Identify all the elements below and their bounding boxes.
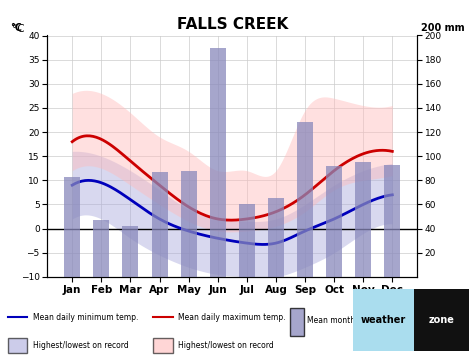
Text: weather: weather (361, 315, 406, 326)
Bar (353, 289, 413, 351)
Bar (384, 165, 401, 277)
Text: Mean monthly rainfall: Mean monthly rainfall (307, 316, 392, 325)
Bar (268, 198, 284, 277)
Bar (122, 226, 138, 277)
Bar (413, 289, 469, 351)
FancyBboxPatch shape (290, 308, 304, 336)
Text: °C: °C (10, 23, 23, 33)
Bar (181, 171, 197, 277)
Text: Highest/lowest on record: Highest/lowest on record (33, 341, 129, 350)
Text: 200 mm: 200 mm (421, 23, 465, 33)
Text: 40: 40 (18, 23, 30, 33)
Bar (326, 166, 342, 277)
Bar (297, 122, 313, 277)
Bar (355, 162, 371, 277)
FancyBboxPatch shape (8, 338, 27, 353)
Bar (152, 172, 167, 277)
Text: zone: zone (428, 315, 454, 326)
Text: Mean daily maximum temp.: Mean daily maximum temp. (178, 313, 286, 322)
FancyBboxPatch shape (153, 338, 173, 353)
Bar (239, 204, 255, 277)
Bar (210, 48, 226, 277)
Bar (93, 220, 109, 277)
Text: °C: °C (12, 24, 25, 34)
Text: Mean daily minimum temp.: Mean daily minimum temp. (33, 313, 138, 322)
Title: FALLS CREEK: FALLS CREEK (177, 17, 288, 32)
Text: Highest/lowest on record: Highest/lowest on record (178, 341, 274, 350)
Bar (64, 177, 80, 277)
